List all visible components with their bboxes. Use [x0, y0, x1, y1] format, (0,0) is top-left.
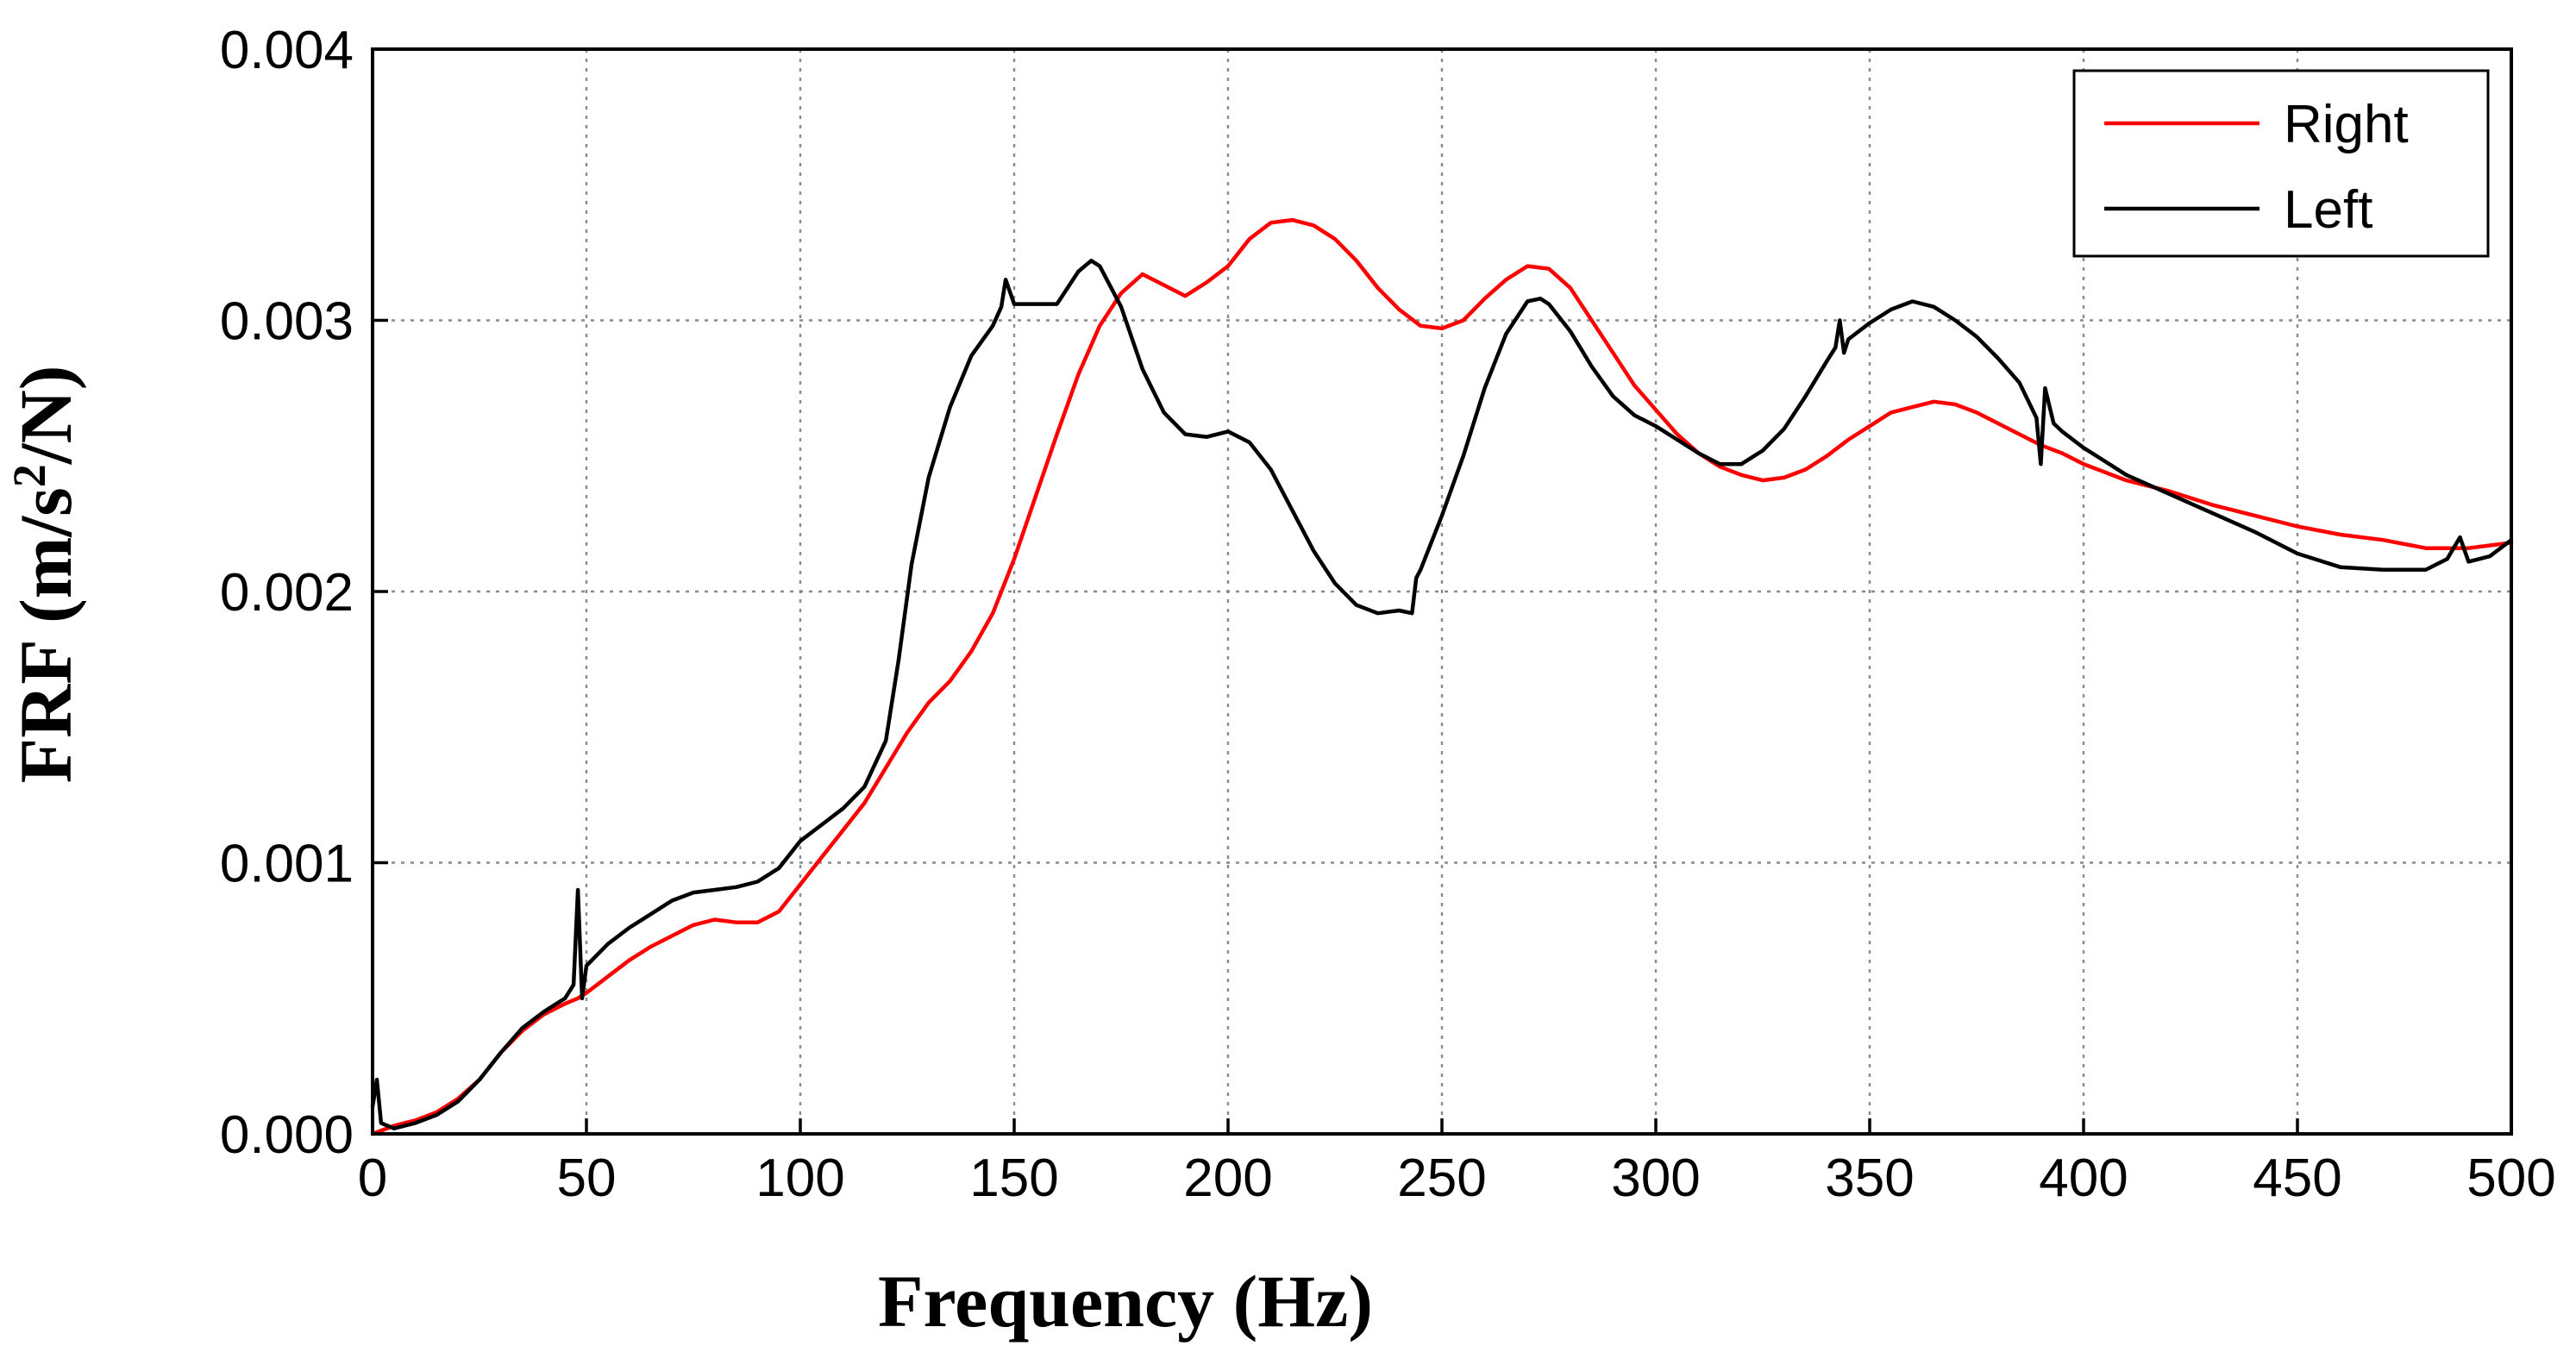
- y-axis-title-superscript: 2: [3, 464, 55, 487]
- x-tick-labels: 0 50 100 150 200 250 300 350 400 450 500: [358, 1149, 2556, 1208]
- y-tick-label: 0.001: [220, 835, 354, 894]
- x-tick-label: 300: [1611, 1149, 1700, 1208]
- y-axis-title-prefix: FRF (m/s: [4, 487, 87, 783]
- x-axis-title: Frequency (Hz): [878, 1260, 1373, 1343]
- series-lines: [370, 217, 2514, 1136]
- y-tick-labels: 0.000 0.001 0.002 0.003 0.004: [220, 21, 354, 1165]
- x-tick-label: 400: [2039, 1149, 2128, 1208]
- x-tick-label: 200: [1183, 1149, 1272, 1208]
- series-line-right: [370, 217, 2514, 1136]
- y-axis-title-suffix: /N): [4, 366, 87, 466]
- x-tick-label: 250: [1397, 1149, 1486, 1208]
- y-tick-label: 0.000: [220, 1105, 354, 1165]
- legend-box: [2072, 69, 2490, 258]
- series-line-left: [370, 259, 2514, 1130]
- legend-label-right: Right: [2284, 95, 2409, 154]
- y-tick-label: 0.004: [220, 21, 354, 80]
- x-tick-label: 150: [969, 1149, 1058, 1208]
- x-tick-label: 50: [557, 1149, 617, 1208]
- axis-ticks: [371, 47, 2513, 1136]
- legend: Right Left: [2072, 69, 2490, 258]
- x-tick-label: 350: [1825, 1149, 1914, 1208]
- x-tick-label: 450: [2253, 1149, 2341, 1208]
- grid-lines: [373, 49, 2511, 1134]
- y-tick-label: 0.003: [220, 292, 354, 352]
- x-tick-label: 100: [755, 1149, 844, 1208]
- y-axis-title: FRF (m/s2/N): [3, 366, 87, 784]
- legend-label-left: Left: [2284, 180, 2372, 240]
- y-tick-label: 0.002: [220, 563, 354, 623]
- x-tick-label: 0: [358, 1149, 387, 1208]
- x-tick-label: 500: [2466, 1149, 2555, 1208]
